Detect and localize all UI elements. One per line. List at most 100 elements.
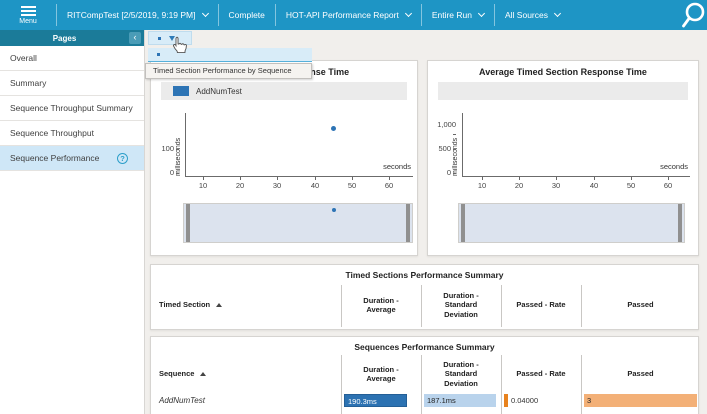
column-divider <box>421 285 422 327</box>
sidebar-item-overall[interactable]: Overall <box>0 46 144 71</box>
help-icon[interactable]: ? <box>117 152 128 164</box>
column-header-duration-average[interactable]: Duration - Average <box>363 296 399 315</box>
average-timed-section-response-time-chart: Average Timed Section Response Time mill… <box>427 60 699 256</box>
data-point[interactable] <box>331 126 336 131</box>
sidebar-item-sequence-performance[interactable]: Sequence Performance ? <box>0 146 144 171</box>
x-tick-label: 60 <box>379 177 399 190</box>
main-content: Timed Section Performance by Sequence Ti… <box>145 30 707 414</box>
divider <box>274 4 276 26</box>
column-divider <box>341 355 342 414</box>
column-header-passed-rate[interactable]: Passed - Rate <box>516 369 566 378</box>
column-header-timed-section[interactable]: Timed Section <box>159 300 334 309</box>
column-divider <box>581 355 582 414</box>
column-divider <box>581 285 582 327</box>
sources-selector-dropdown[interactable]: All Sources <box>495 9 570 20</box>
report-selector-dropdown[interactable]: RITCompTest [2/5/2019, 9:19 PM] <box>57 9 218 20</box>
sidebar-collapse-button[interactable]: ‹ <box>129 32 141 44</box>
chart-title: Average Timed Section Response Time <box>479 67 647 77</box>
status-badge: Complete <box>219 10 275 20</box>
legend-label: AddNumTest <box>196 86 242 96</box>
range-handle-right[interactable] <box>678 204 682 242</box>
top-bar: Menu RITCompTest [2/5/2019, 9:19 PM] Com… <box>0 0 707 30</box>
table-title: Timed Sections Performance Summary <box>345 270 504 280</box>
chart-type-dropdown-option[interactable] <box>148 48 312 62</box>
column-header-label: Sequence <box>159 369 195 378</box>
chart-legend: AddNumTest <box>161 82 407 100</box>
sidebar-item-label: Sequence Throughput Summary <box>10 103 133 113</box>
column-header-passed[interactable]: Passed <box>627 300 654 309</box>
sidebar-header: Pages ‹ <box>0 30 144 46</box>
y-tick-label: 0 <box>157 168 179 177</box>
column-header-passed-rate[interactable]: Passed - Rate <box>516 300 566 309</box>
column-header-duration-average[interactable]: Duration - Average <box>363 365 399 384</box>
run-selector-label: Entire Run <box>431 10 472 20</box>
menu-label: Menu <box>19 17 37 25</box>
x-tick-label: 40 <box>584 177 604 190</box>
search-icon <box>682 2 705 28</box>
range-handle-left[interactable] <box>186 204 190 242</box>
y-tick-label: 0 <box>434 168 456 177</box>
x-tick-label: 10 <box>193 177 213 190</box>
scatter-option-icon <box>158 36 161 40</box>
divider <box>56 4 57 26</box>
x-tick-label: 20 <box>509 177 529 190</box>
y-tick-label: 500 <box>434 144 456 153</box>
sidebar-item-summary[interactable]: Summary <box>0 71 144 96</box>
column-header-duration-std[interactable]: Duration - Standard Deviation <box>443 360 479 388</box>
scatter-option-icon <box>157 53 160 56</box>
search-button[interactable] <box>679 1 707 29</box>
column-divider <box>501 285 502 327</box>
chart-type-dropdown-button[interactable] <box>148 31 192 45</box>
y-tick-label: 1,000 <box>434 120 456 138</box>
sidebar-item-sequence-throughput-summary[interactable]: Sequence Throughput Summary <box>0 96 144 121</box>
column-header-passed[interactable]: Passed <box>627 369 654 378</box>
plot-area <box>462 113 690 177</box>
column-header-sequence[interactable]: Sequence <box>159 369 334 378</box>
range-selector[interactable] <box>183 203 413 243</box>
duration-average-bar: 190.3ms <box>344 394 407 407</box>
range-selector[interactable] <box>458 203 685 243</box>
table-title: Sequences Performance Summary <box>354 342 495 352</box>
chevron-down-icon <box>553 9 562 18</box>
status-label: Complete <box>228 10 265 20</box>
x-tick-label: 50 <box>621 177 641 190</box>
chevron-down-icon <box>201 9 209 18</box>
x-tick-label: 50 <box>342 177 362 190</box>
sidebar: Pages ‹ Overall Summary Sequence Through… <box>0 30 145 414</box>
sidebar-item-label: Overall <box>10 53 37 63</box>
x-tick-label: 30 <box>267 177 287 190</box>
column-header-label: Timed Section <box>159 300 211 309</box>
x-tick-label: 40 <box>305 177 325 190</box>
range-handle-left[interactable] <box>461 204 465 242</box>
sources-selector-label: All Sources <box>504 10 548 20</box>
sidebar-item-sequence-throughput[interactable]: Sequence Throughput <box>0 121 144 146</box>
report-type-dropdown[interactable]: HOT-API Performance Report <box>276 9 421 20</box>
legend-swatch-icon <box>173 86 189 96</box>
plot-area <box>185 113 413 177</box>
sidebar-item-label: Sequence Throughput <box>10 128 94 138</box>
report-type-label: HOT-API Performance Report <box>285 10 399 20</box>
menu-button[interactable]: Menu <box>0 0 56 30</box>
y-tick-label: 100 <box>157 144 179 153</box>
range-data-point <box>332 208 336 212</box>
divider <box>493 4 495 26</box>
x-axis-label: seconds <box>383 162 411 171</box>
mouse-cursor-hand-icon <box>172 36 187 54</box>
timed-sections-summary-table: Timed Sections Performance Summary Timed… <box>150 264 699 330</box>
chart-legend <box>438 82 688 100</box>
hamburger-icon <box>20 5 36 16</box>
duration-std-bar: 187.1ms <box>424 394 496 407</box>
sort-ascending-icon <box>216 302 223 307</box>
sequences-summary-table: Sequences Performance Summary Sequence D… <box>150 336 699 414</box>
column-divider <box>341 285 342 327</box>
column-header-duration-std[interactable]: Duration - Standard Deviation <box>443 291 479 319</box>
column-divider <box>421 355 422 414</box>
caret-down-icon <box>169 35 175 41</box>
run-selector-dropdown[interactable]: Entire Run <box>422 9 494 20</box>
column-divider <box>501 355 502 414</box>
range-handle-right[interactable] <box>406 204 410 242</box>
chevron-down-icon <box>477 9 486 18</box>
x-axis-label: seconds <box>660 162 688 171</box>
x-tick-label: 30 <box>546 177 566 190</box>
